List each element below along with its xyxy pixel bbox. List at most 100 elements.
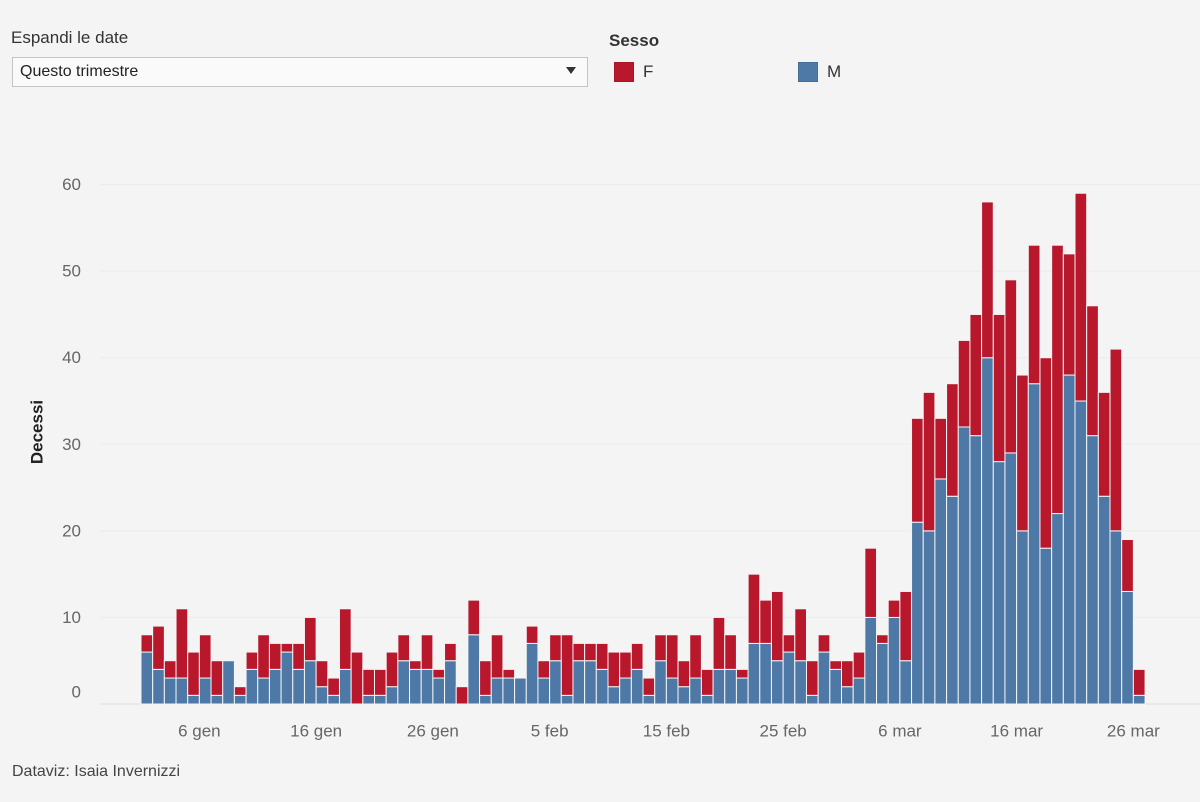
- bar-f-17-feb[interactable]: [689, 634, 702, 679]
- bar-m-19-feb[interactable]: [712, 668, 726, 705]
- bar-m-4-mar[interactable]: [876, 642, 889, 705]
- bar-m-9-feb[interactable]: [595, 668, 609, 705]
- bar-m-3-mar[interactable]: [864, 616, 878, 705]
- bar-m-26-mar[interactable]: [1132, 694, 1146, 705]
- bar-m-18-gen[interactable]: [338, 668, 352, 705]
- bar-m-27-gen[interactable]: [444, 660, 457, 705]
- bar-f-18-gen[interactable]: [338, 608, 352, 670]
- bar-f-16-feb[interactable]: [677, 660, 691, 688]
- bar-f-16-mar[interactable]: [1016, 374, 1029, 532]
- bar-m-17-feb[interactable]: [689, 677, 702, 705]
- bar-m-2-feb[interactable]: [514, 677, 527, 705]
- bar-m-7-mar[interactable]: [911, 521, 924, 705]
- bar-m-13-gen[interactable]: [280, 651, 294, 705]
- bar-f-13-gen[interactable]: [280, 642, 294, 653]
- bar-f-29-feb[interactable]: [829, 660, 843, 670]
- bar-f-9-gen[interactable]: [233, 686, 247, 696]
- bar-m-25-feb[interactable]: [782, 651, 796, 705]
- bar-f-30-gen[interactable]: [479, 660, 492, 696]
- bar-f-29-gen[interactable]: [467, 599, 481, 636]
- bar-f-8-feb[interactable]: [584, 642, 597, 662]
- bar-m-4-feb[interactable]: [537, 677, 551, 705]
- bar-m-9-gen[interactable]: [233, 694, 247, 705]
- bar-m-7-gen[interactable]: [210, 694, 224, 705]
- bar-m-25-gen[interactable]: [420, 668, 434, 705]
- bar-f-27-gen[interactable]: [444, 642, 457, 662]
- bar-f-19-mar[interactable]: [1051, 244, 1064, 515]
- bar-f-13-feb[interactable]: [642, 677, 656, 696]
- bar-f-2-mar[interactable]: [852, 651, 866, 679]
- bar-f-2-gen[interactable]: [152, 625, 165, 670]
- bar-m-1-mar[interactable]: [841, 686, 854, 705]
- bar-m-1-feb[interactable]: [502, 677, 516, 705]
- bar-f-1-mar[interactable]: [841, 660, 854, 688]
- bar-f-7-mar[interactable]: [911, 417, 924, 523]
- bar-m-23-gen[interactable]: [397, 660, 411, 705]
- bar-m-6-mar[interactable]: [899, 660, 913, 705]
- bar-f-6-mar[interactable]: [899, 590, 913, 662]
- bar-f-5-feb[interactable]: [549, 634, 562, 662]
- bar-m-2-gen[interactable]: [152, 668, 165, 705]
- bar-f-25-mar[interactable]: [1121, 539, 1134, 592]
- bar-m-8-feb[interactable]: [584, 660, 597, 705]
- bar-m-21-mar[interactable]: [1074, 400, 1088, 705]
- bar-m-22-gen[interactable]: [385, 686, 399, 705]
- bar-m-15-gen[interactable]: [303, 660, 317, 705]
- bar-f-15-feb[interactable]: [665, 634, 679, 679]
- bar-f-20-mar[interactable]: [1062, 253, 1076, 376]
- bar-m-24-mar[interactable]: [1109, 530, 1123, 705]
- bar-m-10-feb[interactable]: [607, 686, 621, 705]
- bar-m-18-feb[interactable]: [700, 694, 714, 705]
- bar-f-28-gen[interactable]: [455, 686, 469, 705]
- bar-m-26-feb[interactable]: [794, 660, 807, 705]
- bar-f-20-gen[interactable]: [362, 668, 376, 696]
- bar-m-5-mar[interactable]: [887, 616, 901, 705]
- bar-m-14-gen[interactable]: [292, 668, 305, 705]
- bar-m-28-feb[interactable]: [817, 651, 831, 705]
- bar-f-12-gen[interactable]: [268, 642, 282, 670]
- bar-m-29-feb[interactable]: [829, 668, 843, 705]
- bar-f-11-feb[interactable]: [619, 651, 632, 679]
- bar-m-20-gen[interactable]: [362, 694, 376, 705]
- bar-m-6-feb[interactable]: [560, 694, 574, 705]
- legend-item-m[interactable]: M: [798, 61, 858, 83]
- bar-m-10-mar[interactable]: [946, 495, 959, 705]
- bar-f-21-gen[interactable]: [374, 668, 387, 696]
- bar-f-24-feb[interactable]: [770, 590, 784, 662]
- bar-f-22-mar[interactable]: [1086, 305, 1099, 437]
- bar-m-5-feb[interactable]: [549, 660, 562, 705]
- bar-f-23-mar[interactable]: [1097, 391, 1111, 497]
- bar-f-5-gen[interactable]: [187, 651, 200, 696]
- bar-f-21-mar[interactable]: [1074, 192, 1088, 402]
- bar-f-16-gen[interactable]: [315, 660, 329, 688]
- bar-f-14-feb[interactable]: [654, 634, 667, 662]
- bar-m-11-mar[interactable]: [957, 426, 971, 705]
- bar-m-14-feb[interactable]: [654, 660, 667, 705]
- bar-f-7-feb[interactable]: [572, 642, 586, 662]
- bar-m-12-mar[interactable]: [969, 435, 983, 705]
- bar-f-14-mar[interactable]: [992, 313, 1006, 463]
- bar-f-31-gen[interactable]: [490, 634, 504, 679]
- bar-f-12-mar[interactable]: [969, 313, 983, 437]
- bar-f-15-mar[interactable]: [1004, 279, 1018, 454]
- bar-m-19-mar[interactable]: [1051, 513, 1064, 705]
- bar-f-4-mar[interactable]: [876, 634, 889, 644]
- bar-f-9-feb[interactable]: [595, 642, 609, 670]
- bar-m-3-gen[interactable]: [163, 677, 177, 705]
- bar-m-4-gen[interactable]: [175, 677, 189, 705]
- bar-f-1-feb[interactable]: [502, 668, 516, 679]
- bar-f-13-mar[interactable]: [981, 201, 994, 359]
- bar-f-3-feb[interactable]: [525, 625, 539, 644]
- bar-m-12-gen[interactable]: [268, 668, 282, 705]
- bar-m-13-mar[interactable]: [981, 357, 994, 705]
- bar-m-11-gen[interactable]: [257, 677, 270, 705]
- bar-f-11-mar[interactable]: [957, 339, 971, 428]
- bar-f-10-mar[interactable]: [946, 383, 959, 497]
- bar-m-12-feb[interactable]: [630, 668, 644, 705]
- bar-m-29-gen[interactable]: [467, 634, 481, 705]
- bar-m-17-gen[interactable]: [327, 694, 340, 705]
- date-range-dropdown[interactable]: Questo trimestre: [12, 57, 588, 87]
- bar-m-13-feb[interactable]: [642, 694, 656, 705]
- bar-m-7-feb[interactable]: [572, 660, 586, 705]
- bar-m-16-mar[interactable]: [1016, 530, 1029, 705]
